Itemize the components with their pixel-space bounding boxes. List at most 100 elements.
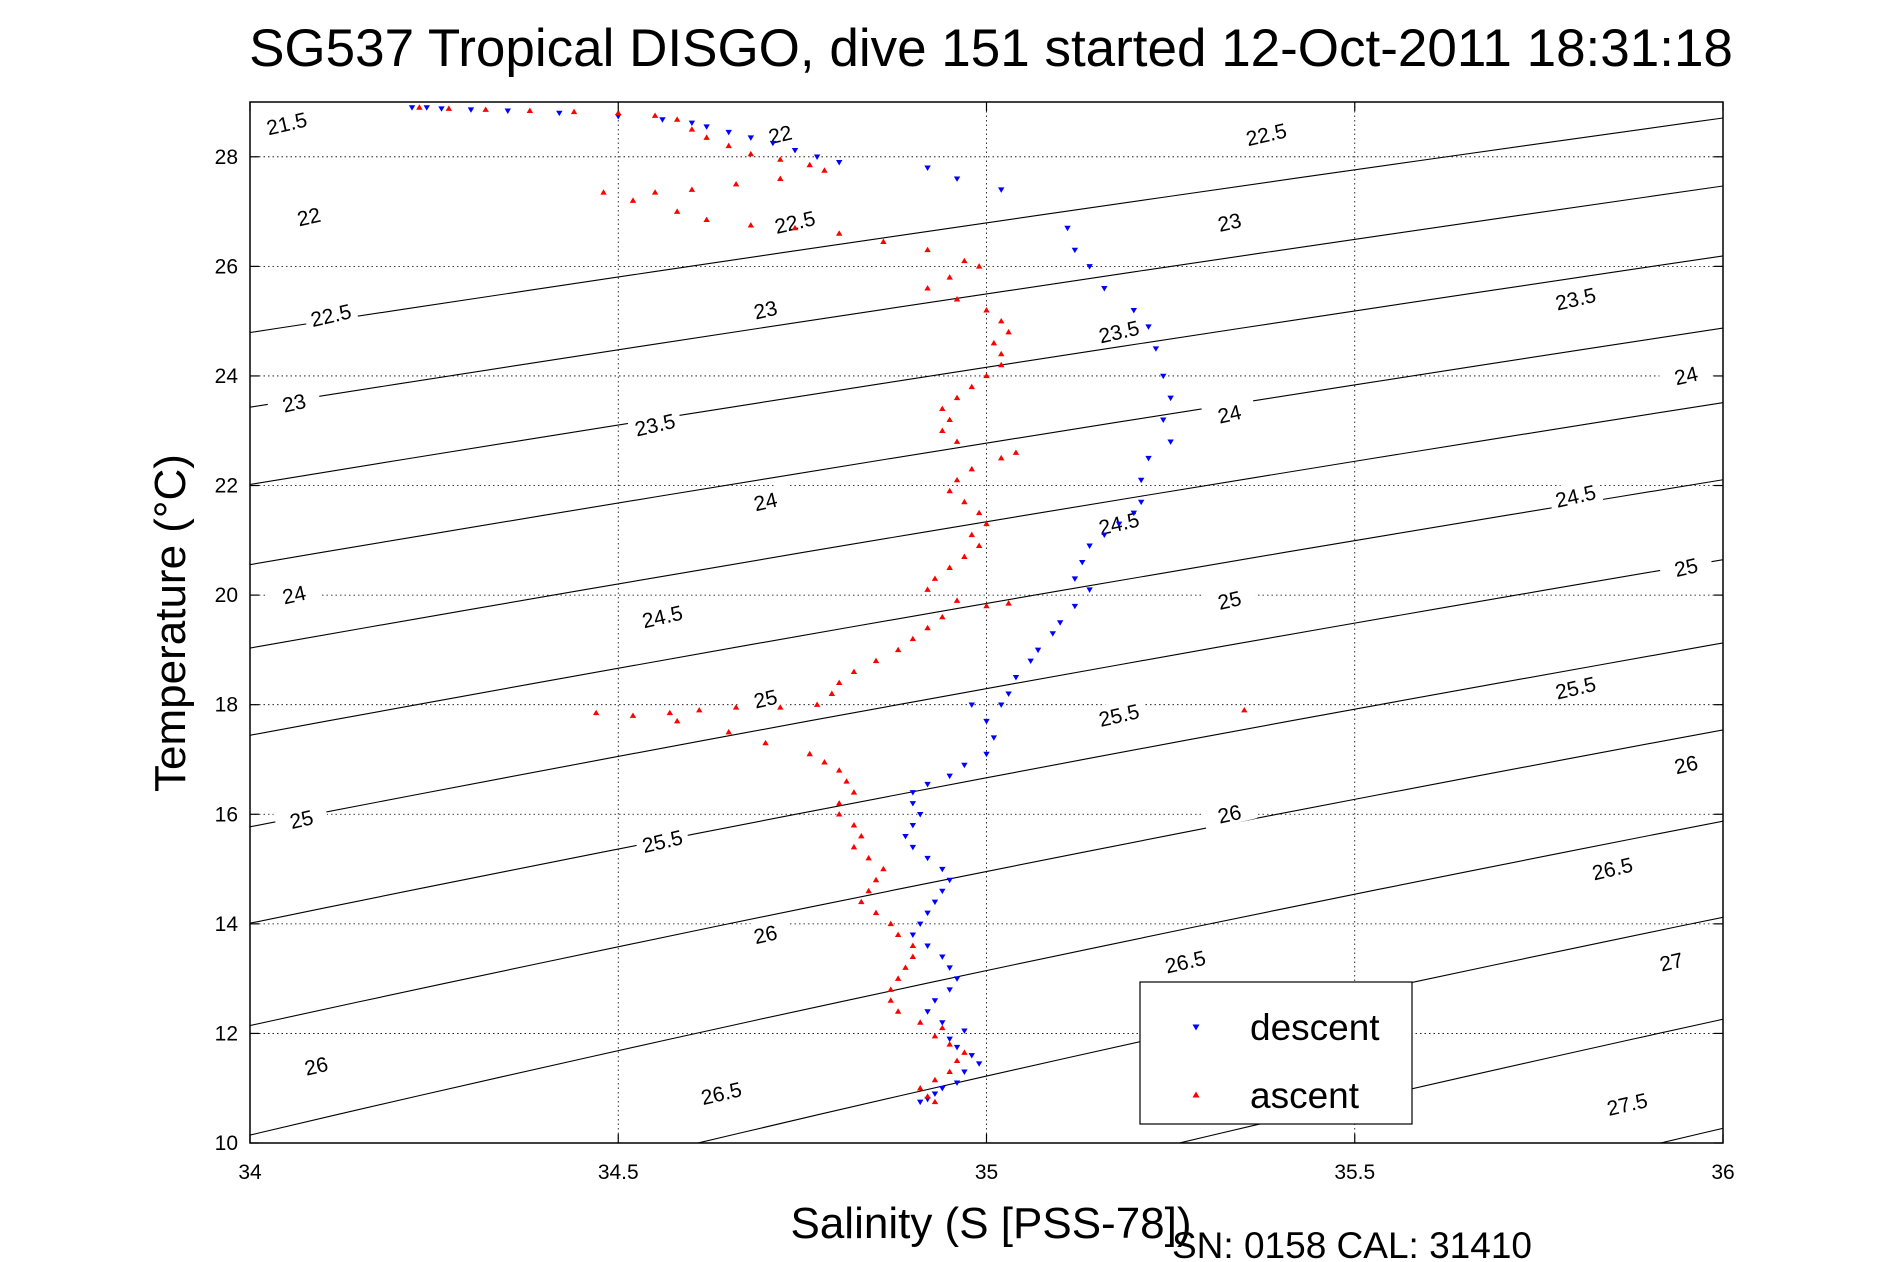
data-point-ascent xyxy=(850,822,858,828)
data-point-descent xyxy=(909,932,917,938)
data-point-ascent xyxy=(570,108,578,115)
data-point-descent xyxy=(946,987,953,993)
contour-label-backdrop xyxy=(633,822,691,858)
data-point-ascent xyxy=(1012,449,1020,455)
data-point-ascent xyxy=(983,307,990,313)
data-point-ascent xyxy=(1241,706,1248,713)
contour-label: 23 xyxy=(752,297,780,325)
data-point-ascent xyxy=(953,476,961,483)
data-point-ascent xyxy=(872,876,880,883)
data-point-descent xyxy=(902,833,909,840)
data-point-ascent xyxy=(909,635,917,642)
contour-label: 26 xyxy=(752,921,780,949)
contour-label-backdrop xyxy=(1657,745,1714,781)
data-point-ascent xyxy=(850,789,858,795)
data-point-descent xyxy=(1145,455,1152,462)
data-point-descent xyxy=(1145,324,1152,330)
legend-box xyxy=(1139,981,1413,1125)
data-point-ascent xyxy=(836,679,843,686)
y-tick-label: 12 xyxy=(215,1022,238,1045)
data-point-ascent xyxy=(673,208,681,214)
x-tick-label: 36 xyxy=(1711,1161,1734,1184)
contour-label-backdrop xyxy=(1156,942,1213,978)
data-point-descent xyxy=(939,866,946,873)
data-point-descent xyxy=(1056,620,1064,626)
contour-label: 22 xyxy=(766,122,794,150)
data-point-ascent xyxy=(777,156,784,162)
data-point-ascent xyxy=(791,224,799,231)
data-point-ascent xyxy=(939,405,946,412)
data-point-ascent xyxy=(953,1057,961,1064)
data-point-descent xyxy=(924,855,931,862)
contour-label: 25 xyxy=(752,686,780,714)
data-point-descent xyxy=(1086,543,1093,549)
data-point-ascent xyxy=(762,739,769,746)
contour-label-backdrop xyxy=(633,597,691,633)
data-point-descent xyxy=(917,812,924,818)
contour-label-backdrop xyxy=(1201,394,1258,430)
data-point-ascent xyxy=(939,1024,946,1031)
isopycnal-line xyxy=(250,820,1723,1136)
contour-label-backdrop xyxy=(737,679,794,715)
legend-label-descent: descent xyxy=(1250,1007,1380,1048)
data-point-ascent xyxy=(990,339,998,346)
data-point-descent xyxy=(924,1009,931,1015)
data-point-ascent xyxy=(924,1093,931,1099)
data-point-descent xyxy=(953,176,961,182)
contour-label-backdrop xyxy=(1598,1085,1655,1121)
contour-label: 24 xyxy=(752,489,780,517)
x-axis-label: Salinity (S [PSS-78]) xyxy=(790,1199,1191,1248)
x-tick-label: 35.5 xyxy=(1334,1161,1375,1184)
contour-label-backdrop xyxy=(280,197,337,233)
data-point-ascent xyxy=(747,150,755,157)
serial-calibration-footer: SN: 0158 CAL: 31410 xyxy=(1172,1225,1532,1262)
data-point-ascent xyxy=(777,704,784,710)
data-point-ascent xyxy=(629,712,637,718)
data-point-descent xyxy=(931,899,939,906)
data-point-descent xyxy=(939,1085,946,1092)
contour-label-backdrop xyxy=(1201,794,1258,830)
contour-label-backdrop xyxy=(265,575,322,611)
data-point-ascent xyxy=(931,1076,939,1083)
contour-label: 25 xyxy=(288,806,316,834)
data-point-ascent xyxy=(983,602,990,609)
contour-label-backdrop xyxy=(258,104,315,140)
data-point-descent xyxy=(769,140,777,147)
legend: descent ascent xyxy=(1139,981,1413,1125)
data-point-ascent xyxy=(998,317,1005,324)
data-point-descent xyxy=(1049,631,1056,637)
data-point-ascent xyxy=(880,238,887,244)
data-point-ascent xyxy=(924,285,931,291)
data-point-descent xyxy=(946,965,953,971)
legend-marker-descent-glyph xyxy=(1192,1024,1200,1031)
data-point-ascent xyxy=(953,597,961,603)
data-point-ascent xyxy=(961,257,968,264)
data-point-ascent xyxy=(946,1068,953,1075)
data-point-ascent xyxy=(850,843,858,850)
data-point-ascent xyxy=(998,350,1005,357)
data-point-descent xyxy=(909,790,917,796)
data-point-descent xyxy=(1101,532,1108,539)
isopycnal-line xyxy=(250,729,1723,1027)
data-point-ascent xyxy=(961,498,968,505)
contour-label-backdrop xyxy=(273,800,330,836)
data-point-ascent xyxy=(998,361,1005,368)
data-point-ascent xyxy=(732,704,740,710)
data-point-ascent xyxy=(961,1049,968,1055)
data-point-descent xyxy=(1027,658,1034,665)
contour-label-backdrop xyxy=(1584,849,1641,885)
contour-label: 24 xyxy=(1672,363,1700,391)
data-point-ascent xyxy=(975,542,983,549)
data-point-descent xyxy=(423,105,430,111)
data-point-descent xyxy=(1152,346,1160,352)
data-point-ascent xyxy=(651,189,659,195)
y-tick-label: 18 xyxy=(215,694,238,717)
data-point-ascent xyxy=(673,717,681,724)
data-point-ascent xyxy=(872,909,880,916)
data-point-descent xyxy=(1137,477,1145,484)
data-point-descent xyxy=(909,822,917,829)
data-point-descent xyxy=(813,154,821,160)
data-point-descent xyxy=(961,1028,968,1034)
data-point-descent xyxy=(975,1061,983,1067)
data-point-descent xyxy=(615,114,622,120)
